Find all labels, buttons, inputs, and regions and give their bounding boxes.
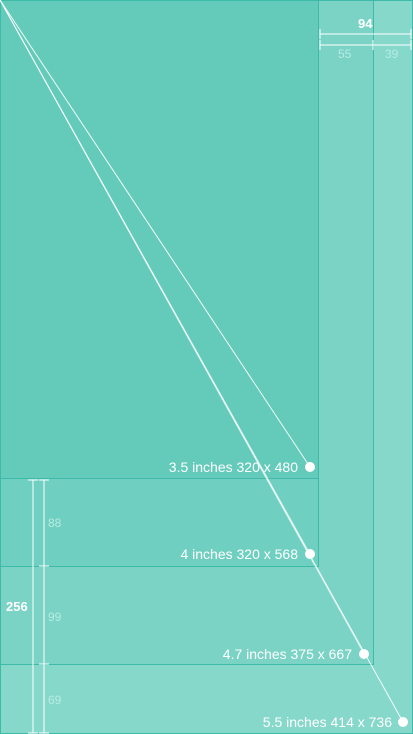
corner-dot-4-inch: [305, 549, 315, 559]
height-diff-part-c: 69: [48, 693, 61, 707]
width-diff-part-b: 39: [385, 47, 398, 61]
label-5-5-inch: 5.5 inches 414 x 736: [263, 714, 392, 730]
label-4-7-inch: 4.7 inches 375 x 667: [223, 646, 352, 662]
width-diff-total: 94: [358, 17, 372, 31]
corner-dot-5-5-inch: [398, 717, 408, 727]
height-diff-part-a: 88: [48, 516, 61, 530]
corner-dot-3-5-inch: [305, 462, 315, 472]
label-4-inch: 4 inches 320 x 568: [180, 546, 298, 562]
label-3-5-inch: 3.5 inches 320 x 480: [169, 459, 298, 475]
height-diff-total: 256: [6, 600, 28, 614]
corner-dot-4-7-inch: [359, 649, 369, 659]
width-diff-part-a: 55: [338, 47, 351, 61]
height-diff-part-b: 99: [48, 610, 61, 624]
